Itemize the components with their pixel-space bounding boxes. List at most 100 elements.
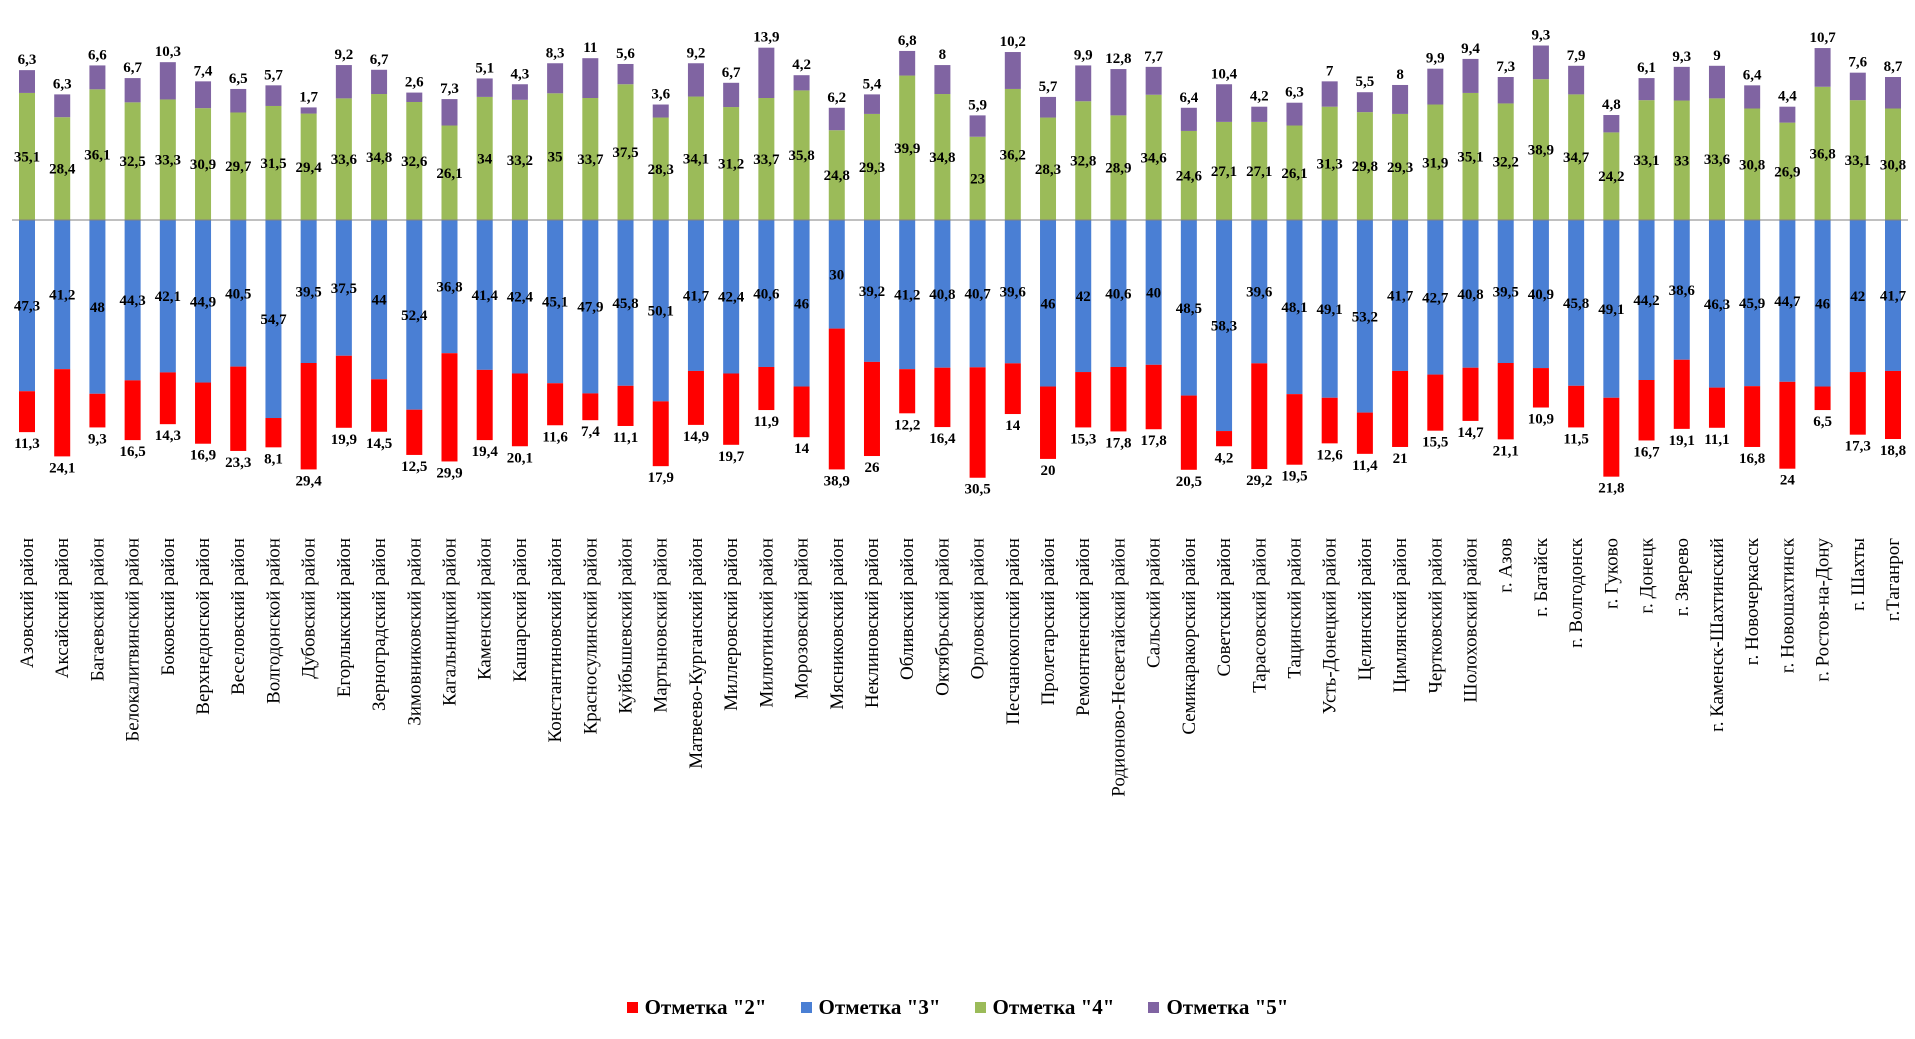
- bar-grade-2: [1110, 366, 1127, 432]
- category-label: Белокалитвинский район: [123, 538, 144, 742]
- category-label: Цимлянский район: [1390, 538, 1411, 693]
- bar-grade-3: [617, 220, 634, 386]
- data-label-grade-4: 33,7: [577, 152, 604, 168]
- bar-grade-5: [1532, 45, 1549, 80]
- bar-grade-2: [1392, 370, 1409, 447]
- data-label-grade-5: 5,5: [1356, 74, 1375, 90]
- data-label-grade-5: 10,4: [1211, 66, 1238, 82]
- bar-grade-5: [1673, 66, 1690, 101]
- data-label-grade-3: 44,3: [119, 293, 145, 309]
- data-label-grade-5: 4,8: [1602, 97, 1621, 113]
- category-label: Куйбышевский район: [616, 538, 637, 714]
- data-label-grade-2: 17,9: [648, 470, 674, 486]
- data-label-grade-2: 19,5: [1281, 469, 1307, 485]
- data-label-grade-4: 31,3: [1317, 156, 1343, 172]
- category-label: г. Азов: [1496, 538, 1517, 593]
- data-label-grade-5: 6,6: [88, 47, 107, 63]
- category-label: Октябрьский район: [932, 538, 953, 696]
- data-label-grade-4: 31,2: [718, 157, 744, 173]
- data-label-grade-2: 29,9: [436, 465, 462, 481]
- category-label: Кагальницкий район: [439, 538, 460, 706]
- bar-grade-3: [547, 220, 564, 384]
- bar-grade-2: [1849, 372, 1866, 435]
- data-label-grade-2: 18,8: [1880, 443, 1906, 459]
- bar-grade-5: [1145, 66, 1162, 95]
- bar-grade-2: [300, 362, 317, 470]
- data-label-grade-5: 13,9: [753, 30, 779, 46]
- bar-grade-3: [1321, 220, 1338, 398]
- bar-grade-5: [758, 47, 775, 99]
- bar-grade-2: [230, 366, 247, 451]
- bar-grade-2: [793, 386, 810, 438]
- data-label-grade-4: 34,1: [683, 151, 709, 167]
- data-label-grade-4: 24,2: [1598, 169, 1624, 185]
- data-label-grade-4: 29,4: [296, 160, 323, 176]
- data-label-grade-3: 40,5: [225, 286, 251, 302]
- bar-grade-5: [265, 85, 282, 106]
- bar-grade-5: [230, 88, 247, 113]
- data-label-grade-3: 41,2: [49, 288, 75, 304]
- category-label: Багаевский район: [87, 538, 108, 681]
- data-label-grade-3: 46: [794, 296, 810, 312]
- bar-grade-4: [1392, 113, 1409, 220]
- data-label-grade-4: 33,2: [507, 153, 533, 169]
- bar-grade-3: [89, 220, 106, 394]
- category-label: г. Шахты: [1848, 538, 1869, 611]
- bar-grade-5: [1603, 115, 1620, 133]
- data-label-grade-2: 11,3: [14, 436, 39, 452]
- data-label-grade-4: 38,9: [1528, 143, 1554, 159]
- data-label-grade-5: 7: [1326, 63, 1334, 79]
- data-label-grade-2: 16,9: [190, 448, 216, 464]
- bar-grade-3: [124, 220, 141, 381]
- data-label-grade-3: 42: [1850, 289, 1865, 305]
- bar-grade-5: [863, 94, 880, 114]
- bar-grade-2: [159, 372, 176, 425]
- data-label-grade-4: 27,1: [1246, 164, 1272, 180]
- data-label-grade-4: 29,3: [1387, 160, 1413, 176]
- bar-grade-3: [1779, 220, 1796, 382]
- bar-grade-2: [617, 385, 634, 426]
- data-label-grade-5: 7,3: [1496, 59, 1515, 75]
- data-label-grade-3: 41,4: [472, 288, 499, 304]
- data-label-grade-2: 30,5: [964, 482, 990, 498]
- bar-grade-2: [934, 367, 951, 428]
- category-label: г. Каменск-Шахтинский: [1707, 538, 1728, 732]
- data-label-grade-4: 32,5: [119, 154, 145, 170]
- bar-grade-4: [1040, 117, 1057, 220]
- category-label: г. Волгодонск: [1566, 537, 1587, 648]
- bar-grade-4: [89, 89, 106, 221]
- bar-grade-4: [441, 125, 458, 220]
- bar-grade-5: [1568, 65, 1585, 95]
- category-label: Сальский район: [1144, 538, 1165, 668]
- bar-grade-2: [969, 367, 986, 478]
- data-label-grade-5: 9,9: [1074, 47, 1093, 63]
- category-label: г. Новошахтинск: [1777, 537, 1798, 673]
- data-label-grade-2: 7,4: [581, 424, 600, 440]
- bar-grade-4: [758, 98, 775, 220]
- data-label-grade-4: 31,5: [260, 156, 286, 172]
- bar-grade-2: [687, 370, 704, 425]
- bar-grade-3: [1145, 220, 1162, 365]
- bar-grade-4: [687, 96, 704, 220]
- bar-grade-4: [1849, 100, 1866, 220]
- bar-grade-4: [899, 75, 916, 220]
- data-label-grade-3: 42: [1076, 289, 1091, 305]
- data-label-grade-3: 44,9: [190, 294, 216, 310]
- bar-grade-3: [371, 220, 388, 380]
- bar-grade-2: [1779, 381, 1796, 469]
- bar-grade-4: [652, 117, 669, 220]
- bar-grade-5: [582, 58, 599, 99]
- data-label-grade-2: 17,3: [1845, 439, 1871, 455]
- bar-grade-5: [617, 63, 634, 85]
- bar-grade-5: [1427, 68, 1444, 105]
- bar-grade-2: [1004, 363, 1021, 415]
- bar-grade-2: [335, 355, 352, 428]
- bar-grade-4: [511, 99, 528, 220]
- data-label-grade-5: 6,7: [123, 60, 142, 76]
- bar-grade-2: [1286, 394, 1303, 465]
- bar-grade-2: [1040, 386, 1057, 459]
- bar-grade-4: [863, 113, 880, 220]
- bar-grade-4: [547, 93, 564, 220]
- data-label-grade-3: 44,2: [1633, 293, 1659, 309]
- bar-grade-2: [124, 380, 141, 441]
